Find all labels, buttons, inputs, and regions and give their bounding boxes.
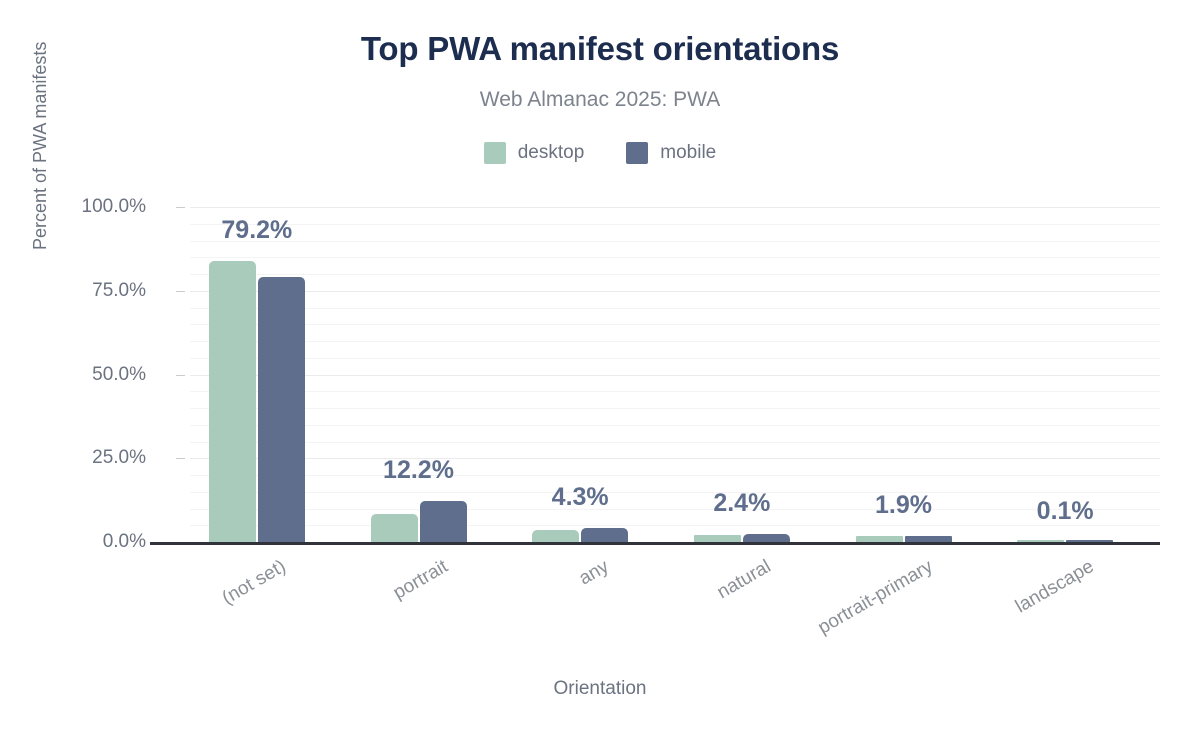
gridline-minor — [190, 324, 1160, 326]
gridline-major — [190, 290, 1160, 292]
gridline-minor — [190, 525, 1160, 527]
bar-value-label: 79.2% — [221, 215, 293, 244]
bar-value-label: 2.4% — [713, 488, 771, 517]
bar-group: 79.2% — [208, 207, 305, 542]
gridline-minor — [190, 257, 1160, 259]
gridline-minor — [190, 391, 1160, 393]
bar-value-label: 4.3% — [551, 482, 609, 511]
bar-desktop[interactable] — [532, 530, 580, 542]
legend-item-mobile[interactable]: mobile — [626, 142, 716, 164]
y-tick-label: 0.0% — [102, 531, 146, 552]
x-tick-label: landscape — [1012, 556, 1098, 618]
gridline-minor — [190, 408, 1160, 409]
bar-mobile[interactable] — [904, 535, 952, 542]
gridline-major — [190, 207, 1160, 208]
chart-subtitle: Web Almanac 2025: PWA — [479, 88, 721, 111]
y-axis-title: Percent of PWA manifests — [30, 41, 50, 250]
legend-swatch-mobile — [626, 142, 649, 164]
y-tick-mark — [176, 207, 185, 208]
x-axis-title: Orientation — [553, 678, 647, 699]
gridline-major — [190, 458, 1160, 460]
y-tick-label: 50.0% — [92, 363, 146, 385]
y-tick-mark — [176, 290, 185, 292]
gridline-major — [190, 374, 1160, 376]
bar-group: 4.3% — [532, 207, 629, 542]
legend-item-desktop[interactable]: desktop — [483, 142, 585, 164]
bar-mobile[interactable] — [581, 527, 629, 542]
y-tick-label: 25.0% — [92, 447, 146, 469]
bar-desktop[interactable] — [693, 534, 741, 542]
bar-group: 0.1% — [1017, 207, 1114, 542]
x-tick-label: portrait-primary — [813, 556, 936, 639]
gridline-minor — [190, 307, 1160, 309]
x-tick-label: (not set) — [218, 556, 290, 610]
bar-mobile[interactable] — [742, 533, 790, 542]
y-tick-mark — [176, 374, 185, 376]
gridline-minor — [190, 274, 1160, 275]
x-tick-label: any — [575, 556, 613, 590]
x-axis-baseline — [150, 542, 1160, 545]
bar-mobile[interactable] — [257, 276, 305, 542]
bar-mobile[interactable] — [1066, 540, 1114, 542]
bar-mobile[interactable] — [419, 501, 467, 542]
gridline-minor — [190, 475, 1160, 476]
gridline-minor — [190, 424, 1160, 426]
bar-group: 2.4% — [693, 207, 790, 542]
legend-swatch-desktop — [483, 142, 506, 164]
y-tick-mark — [176, 458, 185, 460]
x-tick-label: portrait — [389, 556, 451, 604]
gridline-minor — [190, 341, 1160, 342]
gridline-minor — [190, 508, 1160, 510]
gridline-minor — [190, 357, 1160, 359]
y-tick-label: 75.0% — [92, 279, 146, 301]
bar-group: 12.2% — [370, 207, 467, 542]
x-tick-label: natural — [713, 556, 775, 604]
bar-group: 1.9% — [855, 207, 952, 542]
chart-title: Top PWA manifest orientations — [360, 30, 840, 67]
y-tick-label: 100.0% — [81, 196, 146, 217]
legend-label-desktop: desktop — [517, 142, 585, 163]
gridline-minor — [190, 491, 1160, 493]
bar-desktop[interactable] — [208, 260, 256, 542]
bar-desktop[interactable] — [1017, 540, 1065, 542]
gridline-minor — [190, 441, 1160, 443]
bar-desktop[interactable] — [370, 513, 418, 542]
bar-value-label: 0.1% — [1036, 496, 1094, 525]
plot-area: 0.0% 25.0% 50.0% 75.0% 100.0% 79.2% 12.2% 4.3%… — [82, 196, 1160, 552]
chart-legend: desktop mobile — [0, 142, 1200, 164]
bar-desktop[interactable] — [855, 535, 903, 542]
gridline-minor — [190, 223, 1160, 225]
bar-value-label: 1.9% — [875, 490, 932, 519]
bar-value-label: 12.2% — [383, 456, 454, 485]
gridline-minor — [190, 240, 1160, 242]
legend-label-mobile: mobile — [660, 142, 717, 163]
